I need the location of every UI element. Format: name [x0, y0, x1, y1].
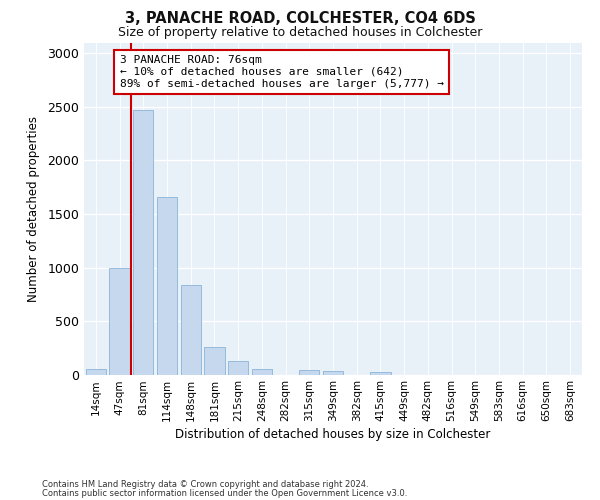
Bar	[228, 361, 248, 375]
Bar	[86, 369, 106, 375]
Bar	[133, 110, 154, 375]
Bar	[323, 370, 343, 375]
Bar	[157, 197, 177, 375]
Bar	[252, 369, 272, 375]
Text: 3, PANACHE ROAD, COLCHESTER, CO4 6DS: 3, PANACHE ROAD, COLCHESTER, CO4 6DS	[125, 11, 475, 26]
Text: Size of property relative to detached houses in Colchester: Size of property relative to detached ho…	[118, 26, 482, 39]
X-axis label: Distribution of detached houses by size in Colchester: Distribution of detached houses by size …	[175, 428, 491, 441]
Bar	[370, 372, 391, 375]
Y-axis label: Number of detached properties: Number of detached properties	[28, 116, 40, 302]
Bar	[181, 285, 201, 375]
Text: 3 PANACHE ROAD: 76sqm
← 10% of detached houses are smaller (642)
89% of semi-det: 3 PANACHE ROAD: 76sqm ← 10% of detached …	[119, 56, 443, 88]
Text: Contains public sector information licensed under the Open Government Licence v3: Contains public sector information licen…	[42, 488, 407, 498]
Text: Contains HM Land Registry data © Crown copyright and database right 2024.: Contains HM Land Registry data © Crown c…	[42, 480, 368, 489]
Bar	[205, 347, 224, 375]
Bar	[109, 268, 130, 375]
Bar	[299, 370, 319, 375]
